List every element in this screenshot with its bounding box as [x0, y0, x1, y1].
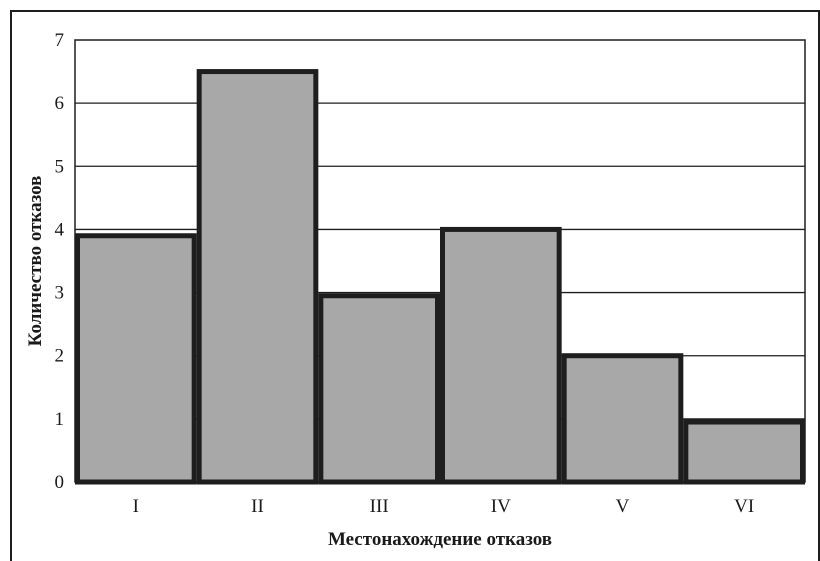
x-tick-label: IV [491, 496, 511, 517]
y-tick-label: 3 [55, 283, 65, 304]
y-tick-label: 2 [55, 346, 65, 367]
x-tick-label: III [370, 496, 389, 517]
x-axis-title: Местонахождение отказов [328, 529, 552, 550]
bar [318, 293, 441, 485]
y-tick-labels: 0 1 2 3 4 5 6 7 [55, 30, 65, 493]
bars [75, 69, 805, 485]
x-tick-label: I [133, 496, 139, 517]
bar [196, 69, 319, 485]
y-tick-label: 0 [55, 472, 65, 493]
bar [561, 353, 684, 485]
y-tick-label: 4 [55, 219, 65, 240]
bar [440, 226, 562, 485]
y-axis-title: Количество отказов [25, 176, 46, 347]
x-tick-label: II [251, 496, 264, 517]
y-tick-label: 7 [55, 30, 65, 51]
y-tick-label: 6 [55, 93, 65, 114]
bar [683, 419, 805, 485]
outer-border [10, 10, 820, 561]
x-tick-label: V [616, 496, 630, 517]
x-tick-label: VI [734, 496, 754, 517]
y-tick-label: 5 [55, 156, 65, 177]
y-tick-label: 1 [55, 409, 65, 430]
bar [75, 233, 197, 485]
x-tick-labels: I II III IV V VI [133, 496, 755, 517]
